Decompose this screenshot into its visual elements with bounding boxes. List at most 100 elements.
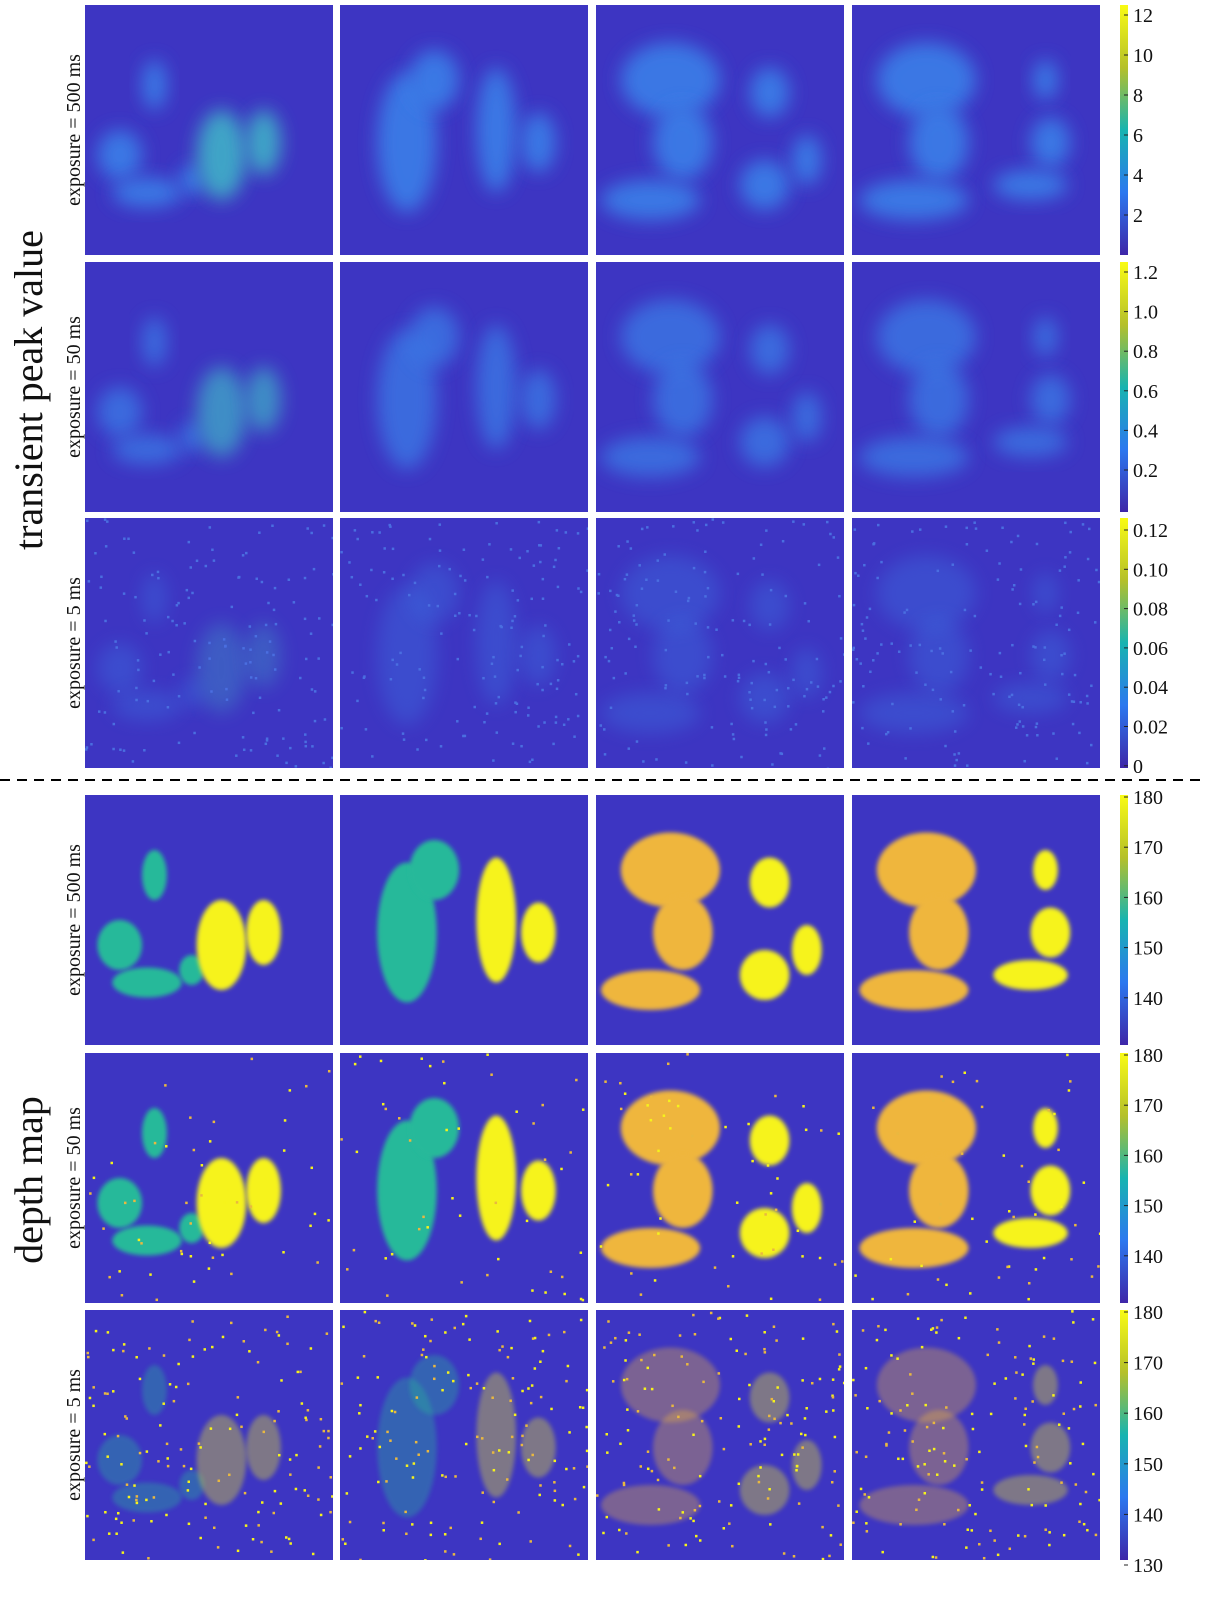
noise-pixel [1081, 523, 1085, 526]
noise-pixel [188, 1338, 191, 1342]
noise-pixel [1057, 1148, 1060, 1152]
noise-pixel [438, 549, 442, 552]
noise-pixel [832, 1322, 835, 1326]
letter-blob [791, 135, 822, 185]
noise-pixel [488, 1558, 492, 1560]
noise-pixel [204, 1516, 207, 1519]
noise-pixel [857, 574, 860, 577]
noise-pixel [744, 1352, 747, 1356]
noise-pixel [617, 594, 620, 598]
noise-pixel [624, 672, 627, 675]
noise-pixel [1066, 1053, 1069, 1057]
noise-pixel [539, 560, 542, 564]
letter-blob [97, 130, 143, 180]
noise-pixel [579, 590, 583, 594]
letter-blob [909, 618, 969, 693]
letter-blob [521, 902, 556, 963]
noise-pixel [640, 587, 644, 590]
noise-pixel [520, 1443, 524, 1447]
letter-blob [1033, 1365, 1058, 1405]
noise-pixel [110, 1161, 113, 1165]
noise-pixel [918, 643, 922, 647]
noise-pixel [426, 1226, 429, 1229]
noise-pixel [378, 531, 381, 534]
noise-pixel [626, 1408, 629, 1411]
noise-pixel [135, 698, 138, 702]
letter-blob [409, 1098, 460, 1158]
noise-pixel [772, 1248, 775, 1251]
noise-pixel [402, 573, 405, 577]
noise-pixel [692, 1519, 695, 1523]
noise-pixel [174, 1385, 178, 1389]
noise-pixel [1090, 684, 1093, 688]
noise-pixel [351, 671, 354, 674]
letter-blob [749, 324, 790, 375]
noise-pixel [826, 767, 830, 768]
noise-pixel [728, 1522, 731, 1525]
noise-pixel [104, 619, 107, 623]
noise-pixel [195, 559, 199, 563]
noise-pixel [911, 1392, 914, 1395]
panel-content [340, 1310, 588, 1560]
noise-pixel [1061, 672, 1064, 676]
noise-pixel [189, 566, 193, 569]
noise-pixel [821, 1557, 825, 1560]
noise-pixel [1062, 1533, 1066, 1537]
noise-pixel [997, 1341, 1001, 1344]
noise-pixel [925, 1425, 929, 1429]
letter-blob [179, 422, 205, 452]
noise-pixel [159, 653, 162, 656]
noise-pixel [862, 684, 865, 688]
letter-blob [993, 1218, 1068, 1248]
noise-pixel [480, 1521, 484, 1524]
noise-pixel [134, 595, 137, 599]
noise-pixel [951, 563, 955, 566]
letter-blob [1030, 907, 1071, 958]
noise-pixel [208, 657, 211, 660]
noise-pixel [692, 1313, 695, 1317]
noise-pixel [855, 1510, 858, 1513]
noise-pixel [440, 632, 443, 635]
noise-pixel [493, 1192, 496, 1196]
noise-pixel [193, 731, 196, 735]
noise-pixel [1064, 521, 1067, 525]
noise-pixel [1035, 1445, 1039, 1449]
noise-pixel [402, 738, 406, 741]
noise-pixel [969, 649, 972, 652]
noise-pixel [1014, 726, 1018, 729]
letter-blob [97, 1178, 143, 1228]
noise-pixel [123, 1201, 127, 1205]
noise-pixel [525, 1219, 529, 1223]
noise-pixel [399, 651, 402, 655]
panel-content [377, 307, 556, 470]
noise-pixel [136, 659, 140, 662]
noise-pixel [495, 731, 499, 734]
noise-pixel [541, 665, 544, 669]
noise-pixel [864, 1455, 868, 1459]
noise-pixel [108, 1275, 111, 1279]
noise-pixel [939, 698, 942, 701]
noise-pixel [119, 748, 122, 751]
noise-pixel [576, 654, 580, 658]
noise-pixel [775, 1339, 778, 1342]
colorbar-tick-label: 0 [1133, 756, 1143, 778]
noise-pixel [171, 619, 174, 623]
noise-pixel [340, 726, 343, 730]
noise-pixel [1078, 731, 1081, 735]
noise-pixel [187, 596, 191, 600]
noise-pixel [208, 1140, 212, 1143]
noise-pixel [1070, 1258, 1073, 1261]
noise-pixel [521, 1434, 524, 1438]
colorbar-tick-label: 150 [1133, 1454, 1163, 1476]
noise-pixel [322, 524, 326, 527]
noise-pixel [577, 587, 580, 590]
noise-pixel [313, 719, 317, 723]
noise-pixel [757, 1480, 761, 1484]
letter-blob [246, 367, 281, 432]
noise-pixel [1034, 646, 1037, 649]
noise-pixel [786, 1413, 789, 1417]
letter-blob [600, 1228, 701, 1268]
noise-pixel [763, 698, 766, 702]
noise-pixel [133, 1199, 136, 1203]
noise-pixel [1004, 1377, 1008, 1380]
